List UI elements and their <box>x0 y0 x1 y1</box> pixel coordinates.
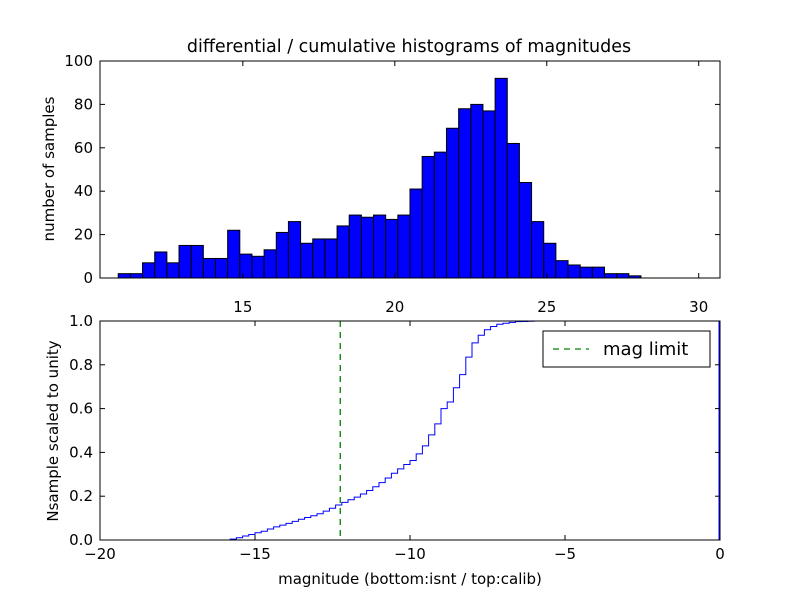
histogram-bar <box>616 273 630 279</box>
bottom-panel: Nsample scaled to unity magnitude (botto… <box>44 312 725 588</box>
histogram-bar <box>324 238 338 279</box>
histogram-bar <box>555 260 569 279</box>
top-y-tick-label: 40 <box>74 182 93 200</box>
top-y-tick-label: 80 <box>74 95 93 113</box>
top-y-tick-label: 0 <box>83 269 93 287</box>
histogram-bar <box>604 273 618 279</box>
histogram-bar <box>202 257 216 279</box>
histogram-bar <box>336 225 350 279</box>
legend: mag limit <box>542 330 711 368</box>
histogram-bar <box>482 110 496 279</box>
top-plot-frame <box>99 60 721 279</box>
legend-label-mag-limit: mag limit <box>603 339 688 360</box>
top-panel: differential / cumulative histograms of … <box>40 37 721 316</box>
bottom-y-tick-label: 0.8 <box>69 356 93 374</box>
top-chart-title: differential / cumulative histograms of … <box>187 37 631 57</box>
top-x-tick-label: 20 <box>385 298 404 316</box>
histogram-bar <box>385 218 399 279</box>
histogram-bar <box>129 273 144 279</box>
histogram-bar <box>300 242 314 279</box>
bottom-y-tick-label: 0.4 <box>69 443 93 461</box>
histogram-bar <box>142 262 156 279</box>
top-y-tick-label: 20 <box>74 226 93 244</box>
histogram-bar <box>445 127 460 279</box>
bottom-x-tick-label: 0 <box>715 545 725 563</box>
histogram-bar <box>591 266 606 279</box>
histogram-bar <box>579 266 593 279</box>
legend-box <box>542 330 711 368</box>
bottom-x-tick-label: −10 <box>394 545 426 563</box>
bottom-y-tick-label: 0.2 <box>69 487 93 505</box>
histogram-bar <box>360 216 375 279</box>
histogram-bar <box>567 264 581 279</box>
histogram-bar <box>275 231 289 279</box>
histogram-bar <box>312 238 326 279</box>
cumulative-step-line <box>100 320 541 541</box>
histogram-bar <box>458 108 472 279</box>
bottom-y-axis-label: Nsample scaled to unity <box>44 340 62 521</box>
histogram-bar <box>373 214 387 279</box>
bottom-x-axis-label: magnitude (bottom:isnt / top:calib) <box>278 570 542 588</box>
top-y-tick-label: 60 <box>74 139 93 157</box>
histogram-bar <box>421 155 435 279</box>
histogram-bar <box>494 77 508 279</box>
histogram-bar <box>433 151 447 279</box>
bottom-y-tick-label: 0.6 <box>69 400 93 418</box>
histogram-bar <box>397 214 411 279</box>
histogram-bar <box>227 229 241 279</box>
bottom-x-tick-label: −20 <box>84 545 116 563</box>
histogram-bar <box>166 262 180 279</box>
histogram-bar <box>178 244 192 279</box>
histogram-bar <box>239 253 253 279</box>
histogram-bar <box>251 255 265 279</box>
histogram-bar <box>263 249 277 279</box>
top-x-tick-label: 30 <box>689 298 708 316</box>
top-plot-area: 0 20 40 60 80 100 15 20 25 30 <box>64 52 721 316</box>
histogram-bar <box>518 182 533 279</box>
top-y-axis-label: number of samples <box>40 96 58 241</box>
histogram-bar <box>506 142 520 279</box>
histogram-bar <box>287 221 302 279</box>
top-y-tick-label: 100 <box>64 52 93 70</box>
histogram-bar <box>470 103 484 279</box>
histogram-bar <box>214 257 229 279</box>
histogram-bar <box>117 273 131 279</box>
top-x-tick-label: 15 <box>233 298 252 316</box>
histogram-bar <box>190 244 204 279</box>
histogram-bar <box>531 221 545 279</box>
bottom-y-tick-label: 0.0 <box>69 531 93 549</box>
histogram-bar <box>348 214 362 279</box>
bottom-x-tick-label: −15 <box>239 545 271 563</box>
top-x-tick-label: 25 <box>537 298 556 316</box>
histogram-bar <box>409 188 423 279</box>
histogram-bar <box>543 242 557 279</box>
bottom-y-tick-label: 1.0 <box>69 312 93 330</box>
bottom-x-tick-label: −5 <box>554 545 576 563</box>
histogram-bar <box>154 251 168 279</box>
